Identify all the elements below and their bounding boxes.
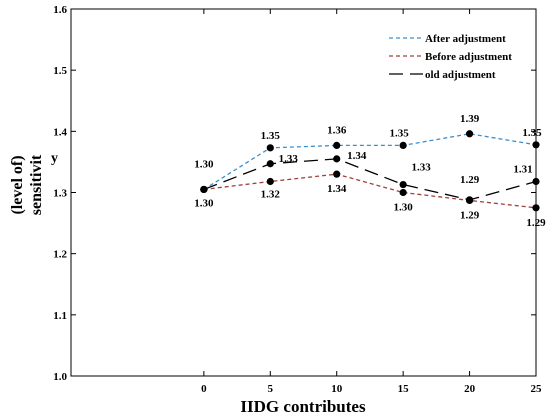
legend-label-2: old adjustment [425,69,496,81]
data-label-0: 1.35 [522,127,542,139]
y-axis-title-line1: (level of) [9,155,26,214]
x-tick-label: 20 [464,383,476,395]
data-label-1: 1.34 [327,183,347,195]
legend-label-0: After adjustment [425,33,506,45]
data-label-2: 1.33 [279,153,299,165]
x-tick-label: 10 [331,383,343,395]
data-label-1: 1.29 [460,209,480,221]
data-label-0: 1.35 [261,130,281,142]
x-tick-label: 15 [398,383,410,395]
y-axis-title-line3: y [51,151,58,166]
data-label-2: 1.29 [460,174,480,186]
data-point-0 [465,130,474,138]
y-tick-label: 1.1 [53,310,67,322]
y-tick-label: 1.4 [53,126,67,138]
data-point-2 [200,185,208,194]
plot-frame [70,8,537,377]
y-tick-label: 1.3 [53,188,67,200]
x-axis-title: IIDG contributes [240,397,366,416]
x-tick-label: 25 [531,383,543,395]
axis-ticks: 0 5 10 15 20 25 1.0 1.1 1.2 1.3 1.4 1.5 1.6 [53,4,542,395]
series-lines [203,133,537,209]
data-label-2: 1.34 [347,150,367,162]
data-point-2 [266,160,274,168]
series-points [200,130,540,212]
data-point-0 [399,141,407,150]
series-line-0 [203,133,537,190]
data-label-2: 1.31 [513,163,532,175]
data-point-0 [333,141,341,150]
data-point-2 [465,196,474,204]
data-point-1 [399,188,407,197]
data-label-1: 1.30 [194,197,214,209]
data-label-2: 1.33 [412,162,432,174]
data-label-1: 1.30 [394,202,414,214]
y-axis-title-line2-group: sensitivit [28,154,45,215]
y-axis-title-line1-group: (level of) [9,155,26,214]
data-label-0: 1.39 [460,113,480,125]
legend: After adjustment Before adjustment old adj… [389,33,512,81]
data-point-0 [532,141,540,149]
x-tick-label: 5 [268,383,274,395]
data-label-0: 1.35 [390,127,410,139]
legend-label-1: Before adjustment [425,51,512,63]
data-point-2 [333,155,341,163]
data-label-0: 1.36 [327,124,347,136]
data-point-0 [266,144,274,152]
data-labels: 1.30 1.35 1.36 1.35 1.39 1.35 1.30 1.32 1.34 1.30… [194,113,546,229]
data-label-1: 1.29 [526,217,546,229]
data-label-1: 1.32 [261,188,281,200]
y-tick-label: 1.2 [53,249,67,261]
series-line-1 [203,173,537,209]
y-tick-label: 1.0 [53,371,67,383]
data-point-1 [266,177,274,186]
data-point-2 [399,180,407,189]
data-label-0: 1.30 [194,158,214,170]
y-tick-label: 1.5 [53,65,67,77]
y-tick-label: 1.6 [53,4,67,16]
x-tick-label: 0 [201,383,207,395]
y-axis-title-line2: sensitivit [28,154,45,215]
series-line-2 [203,158,537,201]
data-point-2 [532,177,540,186]
data-point-1 [333,170,341,178]
data-point-1 [532,204,540,212]
